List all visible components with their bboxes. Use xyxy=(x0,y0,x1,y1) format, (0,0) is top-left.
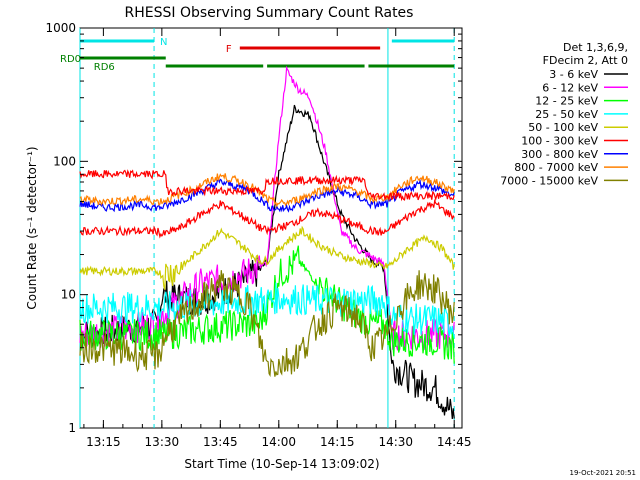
legend-header: Det 1,3,6,9, xyxy=(563,41,628,54)
legend-entry-label: 300 - 800 keV xyxy=(521,148,598,161)
legend-header: FDecim 2, Att 0 xyxy=(543,54,628,67)
x-tick-label: 14:15 xyxy=(320,435,355,449)
series-layer xyxy=(79,65,455,420)
flag-bars: N F RD0 RD6 xyxy=(60,37,455,73)
x-axis-label: Start Time (10-Sep-14 13:09:02) xyxy=(184,457,379,471)
series-line-9 xyxy=(79,169,455,202)
y-tick-label: 1000 xyxy=(45,21,76,35)
y-axis: 1 10 100 1000 xyxy=(45,21,462,435)
series-line-3 xyxy=(79,282,455,339)
legend-entry-label: 3 - 6 keV xyxy=(549,68,598,81)
flag-label: F xyxy=(226,44,232,55)
flag-label: RD6 xyxy=(94,62,115,73)
legend-entry-label: 7000 - 15000 keV xyxy=(500,174,598,187)
legend-entry-label: 12 - 25 keV xyxy=(535,95,598,108)
series-line-4 xyxy=(79,225,455,290)
y-tick-label: 10 xyxy=(61,288,76,302)
x-tick-label: 14:00 xyxy=(261,435,296,449)
series-line-5 xyxy=(79,198,455,239)
chart-title: RHESSI Observing Summary Count Rates xyxy=(125,5,414,21)
series-line-7 xyxy=(79,173,455,208)
y-axis-label: Count Rate (s⁻¹ detector⁻¹) xyxy=(25,146,39,309)
x-tick-label: 13:15 xyxy=(86,435,121,449)
legend-entry-label: 50 - 100 keV xyxy=(528,121,598,134)
x-tick-label: 13:45 xyxy=(203,435,238,449)
y-tick-label: 100 xyxy=(53,154,76,168)
legend-entry-label: 25 - 50 keV xyxy=(535,108,598,121)
series-line-8 xyxy=(79,270,455,378)
legend-entry-label: 800 - 7000 keV xyxy=(514,161,598,174)
legend-entry-label: 6 - 12 keV xyxy=(542,81,598,94)
timestamp: 19-Oct-2021 20:51 xyxy=(570,469,636,477)
flag-label: RD0 xyxy=(60,54,81,65)
x-axis: 13:15 13:30 13:45 14:00 14:15 14:30 14:45 xyxy=(83,28,472,449)
y-tick-label: 1 xyxy=(68,421,76,435)
x-tick-label: 14:30 xyxy=(378,435,413,449)
flag-label: N xyxy=(160,37,167,48)
attenuator-lines xyxy=(79,28,455,428)
legend-entry-label: 100 - 300 keV xyxy=(521,135,598,148)
x-tick-label: 14:45 xyxy=(437,435,472,449)
x-tick-label: 13:30 xyxy=(145,435,180,449)
series-line-2 xyxy=(79,245,455,364)
